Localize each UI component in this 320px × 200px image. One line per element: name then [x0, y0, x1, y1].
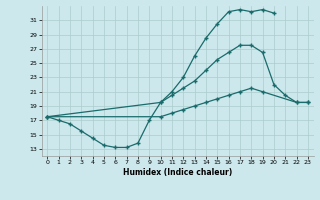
X-axis label: Humidex (Indice chaleur): Humidex (Indice chaleur) [123, 168, 232, 177]
